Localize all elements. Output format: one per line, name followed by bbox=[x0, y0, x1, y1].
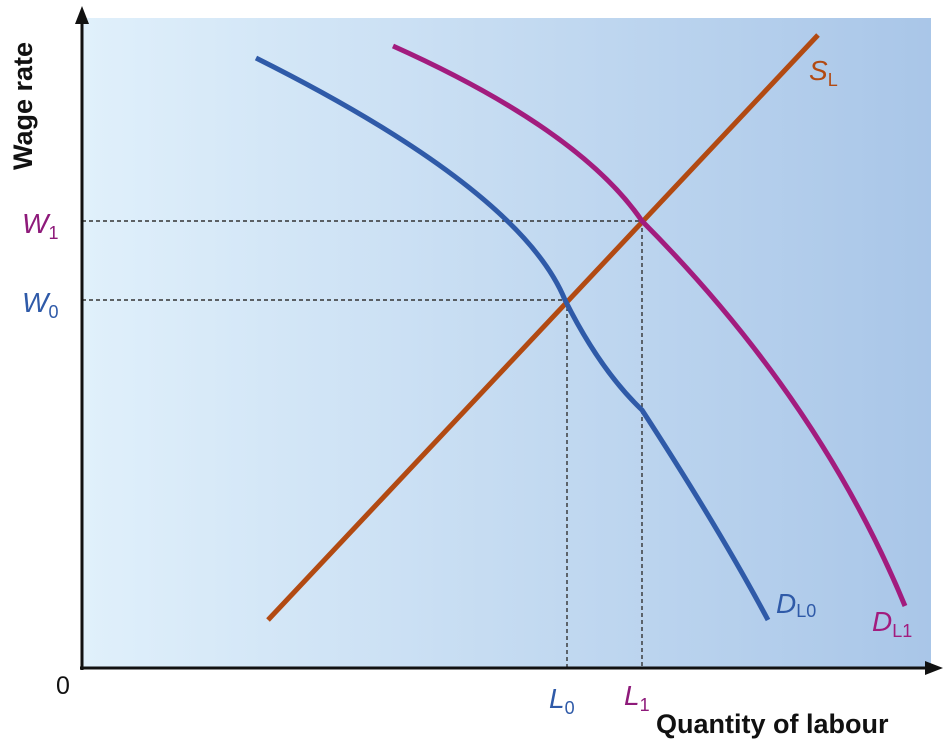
demand-curve-dl0 bbox=[254, 55, 771, 622]
demand0-curve-label-sub: L0 bbox=[796, 601, 816, 621]
plot-background bbox=[82, 18, 931, 668]
l0-label-sub: 0 bbox=[565, 698, 575, 718]
demand1-curve-label: DL1 bbox=[872, 606, 912, 641]
demand0-curve-label: DL0 bbox=[776, 588, 816, 621]
origin-label: 0 bbox=[56, 672, 70, 700]
supply-curve-label-sub: L bbox=[828, 70, 838, 90]
supply-curve-label-main: S bbox=[809, 55, 828, 86]
w1-label-main: W bbox=[22, 208, 51, 239]
axes bbox=[75, 6, 943, 675]
l0-label-main: L bbox=[549, 683, 565, 714]
supply-curve-label: SL bbox=[809, 55, 838, 90]
l1-label: L1 bbox=[624, 680, 650, 715]
w1-label: W1 bbox=[22, 208, 58, 243]
l1-label-sub: 1 bbox=[640, 695, 650, 715]
demand1-curve-label-main: D bbox=[872, 606, 892, 637]
demand-curve-dl1 bbox=[391, 43, 908, 607]
l0-label: L0 bbox=[549, 683, 575, 718]
demand0-curve-label-main: D bbox=[776, 588, 796, 619]
y-axis-title: Wage rate bbox=[8, 42, 38, 170]
x-axis-arrowhead bbox=[925, 661, 943, 675]
x-axis-title: Quantity of labour bbox=[656, 709, 889, 739]
w1-label-sub: 1 bbox=[48, 223, 58, 243]
guide-lines bbox=[82, 220, 643, 668]
w0-label: W0 bbox=[22, 287, 58, 322]
supply-curve-sl bbox=[266, 33, 820, 622]
l1-label-main: L bbox=[624, 680, 640, 711]
w0-label-sub: 0 bbox=[48, 302, 58, 322]
y-axis-arrowhead bbox=[75, 6, 89, 24]
demand1-curve-label-sub: L1 bbox=[892, 621, 912, 641]
w0-label-main: W bbox=[22, 287, 51, 318]
